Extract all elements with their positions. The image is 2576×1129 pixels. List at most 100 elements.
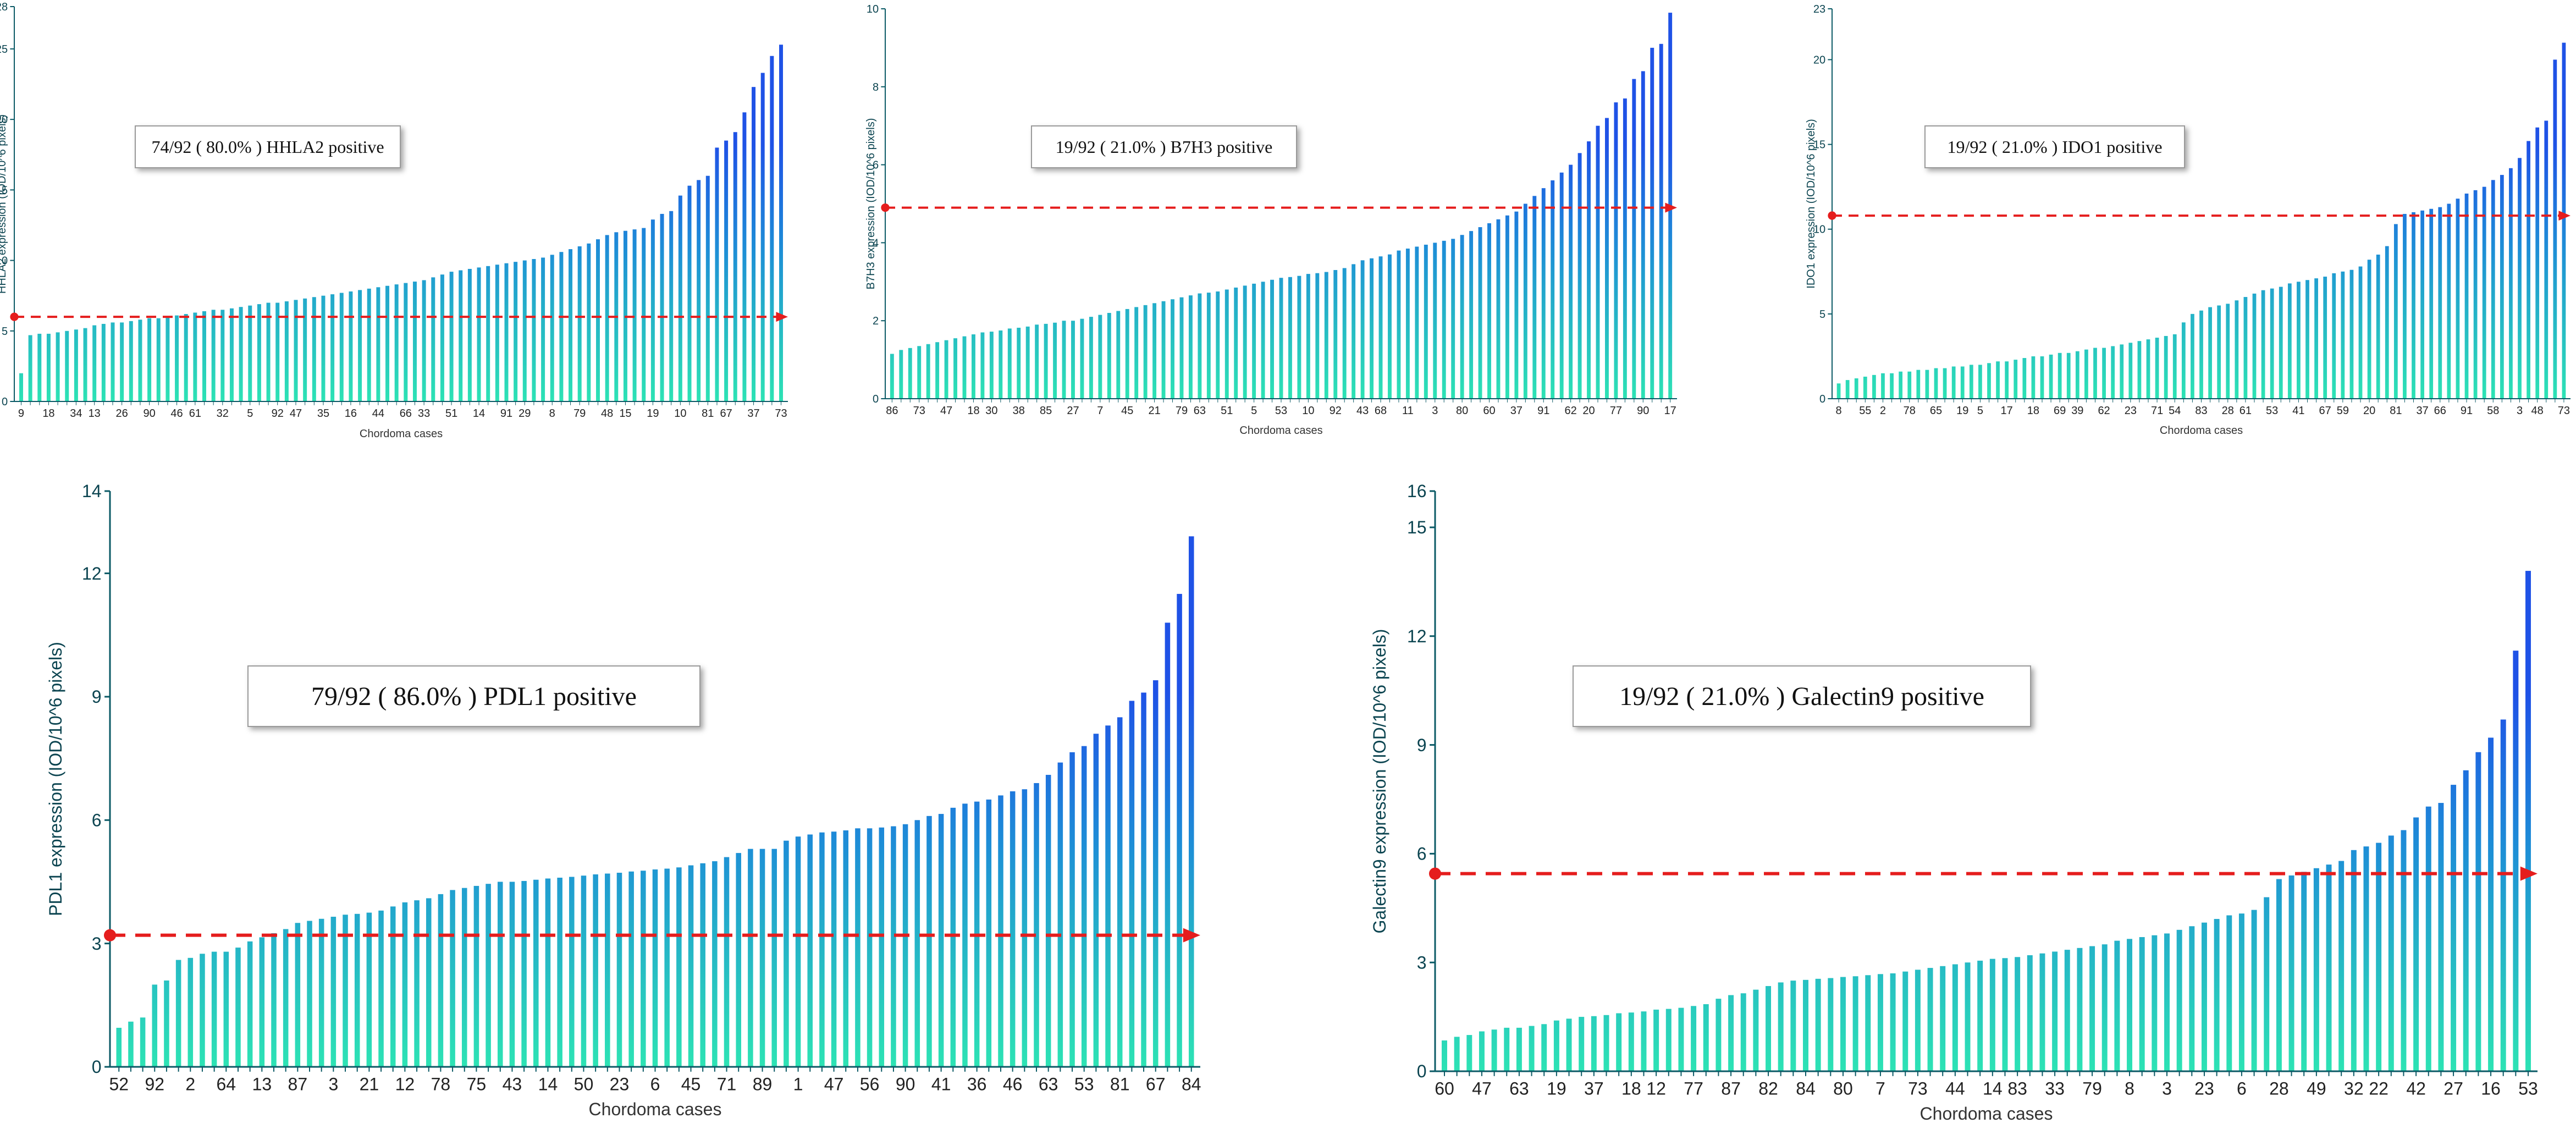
x-tick-label: 75 <box>467 1074 487 1094</box>
bar <box>509 882 515 1067</box>
x-tick-label: 78 <box>1904 405 1916 417</box>
bar <box>1628 1012 1634 1071</box>
bar <box>1951 366 1956 399</box>
bar <box>2413 817 2419 1071</box>
bar <box>1996 361 2000 399</box>
x-tick-label: 36 <box>967 1074 987 1094</box>
bar <box>1479 1031 1485 1071</box>
bar <box>2456 199 2460 399</box>
x-tick-label: 30 <box>985 405 997 417</box>
bar <box>1845 380 1850 399</box>
bar <box>2513 651 2519 1072</box>
bar <box>187 957 194 1067</box>
bar <box>1129 701 1135 1067</box>
chart-panel-galectin9: 0 3 6 9 12 15 16 60 47 63 19 37 18 12 77 87 82 84 80 7 73 44 1… <box>1298 467 2576 1129</box>
bar <box>412 282 417 401</box>
bar <box>1566 1018 1572 1071</box>
x-tick-label: 33 <box>2045 1078 2065 1098</box>
x-tick-label: 3 <box>2517 405 2523 417</box>
bar <box>2005 361 2009 399</box>
y-tick-label: 0 <box>1417 1061 1427 1081</box>
bar <box>843 830 849 1067</box>
bar <box>1881 373 1885 399</box>
bar <box>2276 879 2282 1071</box>
x-tick-label: 62 <box>2098 405 2110 417</box>
bar <box>748 849 753 1067</box>
bar <box>879 827 885 1067</box>
bar <box>2376 254 2380 399</box>
bar <box>1107 313 1111 399</box>
y-axis-label: HHLA2 expression (IOD/10^6 pixels) <box>0 114 8 294</box>
bar <box>1587 141 1591 399</box>
bar <box>1105 725 1111 1067</box>
bar <box>473 885 479 1067</box>
x-tick-label: 27 <box>2443 1078 2463 1098</box>
bar <box>2264 897 2270 1071</box>
bar <box>660 213 664 401</box>
bar <box>2412 212 2415 399</box>
bar <box>1641 71 1645 399</box>
x-tick-label: 82 <box>1758 1078 1778 1098</box>
bar <box>2226 915 2232 1071</box>
bar <box>2089 946 2095 1071</box>
bar <box>652 869 658 1067</box>
bar <box>1877 974 1883 1071</box>
bar <box>953 338 957 399</box>
bar <box>394 284 399 401</box>
bar <box>1171 299 1174 399</box>
x-tick-label: 23 <box>2194 1078 2214 1098</box>
y-tick-label: 5 <box>1819 309 1825 321</box>
bar <box>908 348 912 399</box>
bar <box>616 873 622 1067</box>
bar <box>2137 341 2142 399</box>
bar <box>1703 1004 1709 1071</box>
x-tick-label: 19 <box>647 407 659 420</box>
bar <box>2146 339 2150 399</box>
x-tick-label: 56 <box>860 1074 880 1094</box>
bar <box>587 243 591 401</box>
x-tick-label: 14 <box>1983 1078 2003 1098</box>
x-tick-label: 2 <box>185 1074 195 1094</box>
x-tick-label: 14 <box>538 1074 558 1094</box>
x-tick-label: 91 <box>1537 405 1549 417</box>
bar <box>1902 971 1908 1071</box>
y-tick-label: 10 <box>0 255 8 267</box>
bar <box>1451 239 1455 399</box>
bar <box>724 857 730 1067</box>
threshold-dot <box>1428 867 1442 880</box>
threshold-arrowhead <box>776 312 788 322</box>
bar <box>220 310 225 401</box>
positivity-callout: 79/92 ( 86.0% ) PDL1 positive <box>247 665 700 727</box>
bar <box>1081 746 1087 1067</box>
bar <box>1504 1027 1510 1072</box>
positivity-callout: 19/92 ( 21.0% ) B7H3 positive <box>1031 125 1297 168</box>
bar <box>1916 370 1921 399</box>
bar <box>1017 327 1021 399</box>
bar <box>742 112 747 401</box>
x-tick-label: 6 <box>650 1074 660 1094</box>
threshold-arrowhead <box>2520 866 2538 881</box>
bar <box>2544 120 2549 399</box>
bar <box>1579 1017 1585 1071</box>
bar <box>1623 98 1627 399</box>
bar <box>986 799 992 1067</box>
bar <box>271 933 277 1067</box>
bar <box>2176 929 2182 1071</box>
bar <box>1740 993 1746 1071</box>
bar <box>899 350 903 399</box>
bar <box>1342 268 1347 399</box>
x-tick-label: 15 <box>619 407 631 420</box>
bar <box>2425 806 2431 1071</box>
bar <box>2226 304 2230 399</box>
bar <box>1370 258 1374 399</box>
bar <box>2164 933 2170 1071</box>
x-tick-label: 37 <box>747 407 759 420</box>
bar <box>795 836 801 1067</box>
x-tick-label: 85 <box>1040 405 1052 417</box>
x-tick-label: 7 <box>1097 405 1103 417</box>
y-tick-label: 0 <box>1819 393 1825 405</box>
x-tick-label: 43 <box>503 1074 522 1094</box>
bar <box>116 1027 122 1067</box>
